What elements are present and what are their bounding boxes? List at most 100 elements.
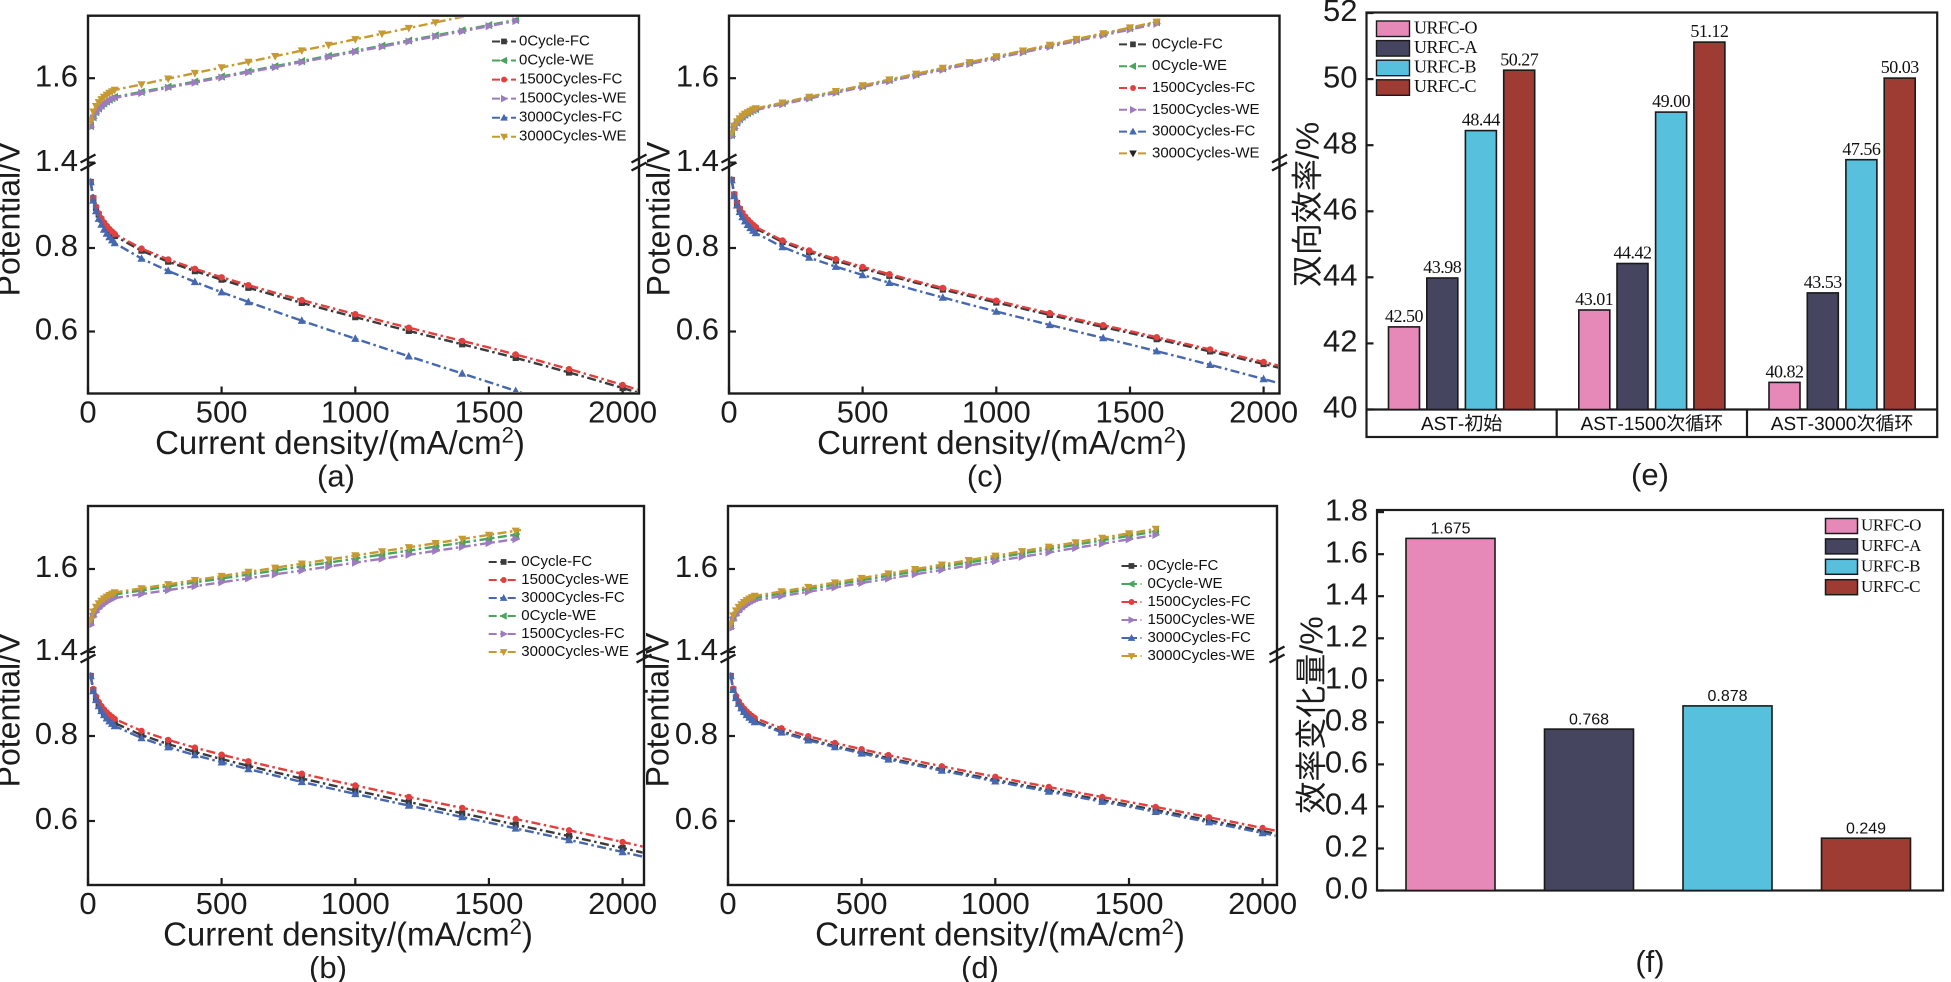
svg-text:0.8: 0.8 [675, 716, 718, 751]
svg-text:URFC-O: URFC-O [1414, 17, 1478, 37]
svg-text:URFC-A: URFC-A [1414, 37, 1478, 57]
svg-text:3000Cycles-FC: 3000Cycles-FC [521, 589, 625, 606]
svg-text:1.6: 1.6 [675, 549, 718, 584]
svg-text:500: 500 [196, 395, 248, 430]
svg-text:1500: 1500 [1096, 395, 1165, 430]
svg-text:3000Cycles-FC: 3000Cycles-FC [519, 109, 623, 126]
svg-text:0Cycle-WE: 0Cycle-WE [1148, 575, 1223, 592]
svg-text:0.768: 0.768 [1569, 711, 1609, 728]
svg-text:50: 50 [1323, 59, 1357, 94]
svg-text:0.6: 0.6 [676, 312, 719, 347]
svg-text:Potential/V: Potential/V [639, 632, 675, 787]
svg-text:1.4: 1.4 [676, 143, 719, 178]
svg-text:0.6: 0.6 [675, 801, 718, 836]
svg-text:0.0: 0.0 [1325, 871, 1368, 906]
svg-text:49.00: 49.00 [1652, 91, 1691, 111]
svg-text:3000Cycles-WE: 3000Cycles-WE [1148, 647, 1256, 664]
svg-text:1.4: 1.4 [675, 632, 718, 667]
svg-text:0.2: 0.2 [1325, 829, 1368, 864]
svg-text:0: 0 [719, 886, 736, 921]
svg-text:1.0: 1.0 [1325, 660, 1368, 695]
svg-text:43.01: 43.01 [1575, 289, 1613, 309]
svg-text:0.4: 0.4 [1325, 787, 1368, 822]
svg-text:1500Cycles-FC: 1500Cycles-FC [1148, 593, 1252, 610]
svg-text:1.8: 1.8 [1325, 492, 1368, 527]
svg-text:46: 46 [1323, 191, 1357, 226]
svg-text:0Cycle-FC: 0Cycle-FC [1148, 557, 1219, 574]
svg-text:50.27: 50.27 [1500, 49, 1539, 69]
svg-text:URFC-C: URFC-C [1861, 577, 1920, 596]
svg-text:1.4: 1.4 [35, 632, 78, 667]
svg-text:0.6: 0.6 [1325, 745, 1368, 780]
svg-text:1000: 1000 [962, 395, 1031, 430]
svg-text:3000Cycles-WE: 3000Cycles-WE [519, 128, 627, 145]
svg-text:40: 40 [1323, 390, 1357, 425]
svg-text:0Cycle-WE: 0Cycle-WE [521, 607, 596, 624]
svg-text:500: 500 [196, 886, 248, 921]
svg-text:50.03: 50.03 [1881, 57, 1920, 77]
svg-text:0.8: 0.8 [35, 228, 78, 263]
svg-text:0Cycle-WE: 0Cycle-WE [519, 52, 594, 69]
svg-text:0.8: 0.8 [676, 228, 719, 263]
svg-text:3000Cycles-FC: 3000Cycles-FC [1148, 629, 1252, 646]
svg-text:2000: 2000 [588, 395, 657, 430]
svg-text:1500Cycles-WE: 1500Cycles-WE [519, 90, 627, 107]
svg-text:Potential/V: Potential/V [0, 141, 26, 296]
svg-text:48.44: 48.44 [1462, 110, 1501, 130]
svg-text:URFC-B: URFC-B [1861, 556, 1920, 575]
svg-text:(e): (e) [1631, 457, 1669, 492]
svg-text:43.53: 43.53 [1804, 272, 1843, 292]
svg-text:3000Cycles-WE: 3000Cycles-WE [1152, 144, 1260, 161]
svg-text:51.12: 51.12 [1690, 21, 1728, 41]
svg-text:0Cycle-FC: 0Cycle-FC [521, 553, 592, 570]
svg-text:Current density/(mA/cm2): Current density/(mA/cm2) [155, 422, 525, 461]
svg-text:1500Cycles-FC: 1500Cycles-FC [519, 71, 623, 88]
svg-text:500: 500 [836, 886, 888, 921]
svg-text:URFC-A: URFC-A [1861, 536, 1922, 555]
svg-text:0: 0 [79, 886, 96, 921]
svg-text:0.6: 0.6 [35, 801, 78, 836]
svg-text:1.4: 1.4 [35, 143, 78, 178]
svg-text:44: 44 [1323, 257, 1357, 292]
svg-text:1.2: 1.2 [1325, 618, 1368, 653]
svg-text:0Cycle-FC: 0Cycle-FC [1152, 35, 1223, 52]
svg-text:1.6: 1.6 [676, 58, 719, 93]
svg-text:1500Cycles-WE: 1500Cycles-WE [1152, 101, 1260, 118]
svg-text:43.98: 43.98 [1423, 257, 1462, 277]
svg-text:0.8: 0.8 [1325, 702, 1368, 737]
svg-text:(f): (f) [1635, 944, 1664, 979]
svg-text:1.6: 1.6 [1325, 534, 1368, 569]
svg-text:0Cycle-FC: 0Cycle-FC [519, 32, 590, 49]
svg-text:URFC-C: URFC-C [1414, 76, 1477, 96]
svg-text:1.6: 1.6 [35, 549, 78, 584]
svg-text:URFC-B: URFC-B [1414, 57, 1477, 77]
svg-text:Potential/V: Potential/V [640, 141, 676, 296]
svg-text:48: 48 [1323, 125, 1357, 160]
svg-text:1000: 1000 [961, 886, 1030, 921]
svg-text:40.82: 40.82 [1766, 362, 1804, 382]
svg-text:3000Cycles-WE: 3000Cycles-WE [521, 643, 629, 660]
svg-text:0Cycle-WE: 0Cycle-WE [1152, 57, 1227, 74]
svg-text:0.878: 0.878 [1707, 688, 1747, 705]
svg-text:44.42: 44.42 [1614, 243, 1652, 263]
svg-text:2000: 2000 [1229, 395, 1298, 430]
svg-text:2000: 2000 [1228, 886, 1297, 921]
svg-text:3000Cycles-FC: 3000Cycles-FC [1152, 123, 1256, 140]
svg-text:Current density/(mA/cm2): Current density/(mA/cm2) [817, 422, 1187, 461]
svg-text:0: 0 [720, 395, 737, 430]
svg-text:(b): (b) [309, 950, 347, 982]
svg-text:1000: 1000 [321, 395, 390, 430]
svg-text:1500: 1500 [454, 886, 523, 921]
svg-text:1.4: 1.4 [1325, 576, 1368, 611]
svg-text:1500Cycles-FC: 1500Cycles-FC [1152, 79, 1256, 96]
svg-text:1000: 1000 [321, 886, 390, 921]
svg-text:(a): (a) [317, 459, 355, 494]
svg-text:0.249: 0.249 [1846, 820, 1886, 837]
svg-text:Current density/(mA/cm2): Current density/(mA/cm2) [163, 914, 533, 953]
svg-text:1500Cycles-FC: 1500Cycles-FC [521, 625, 625, 642]
svg-text:0.8: 0.8 [35, 716, 78, 751]
svg-text:0: 0 [79, 395, 96, 430]
svg-text:Potential/V: Potential/V [0, 632, 26, 787]
svg-text:2000: 2000 [588, 886, 657, 921]
svg-text:42: 42 [1323, 324, 1357, 359]
